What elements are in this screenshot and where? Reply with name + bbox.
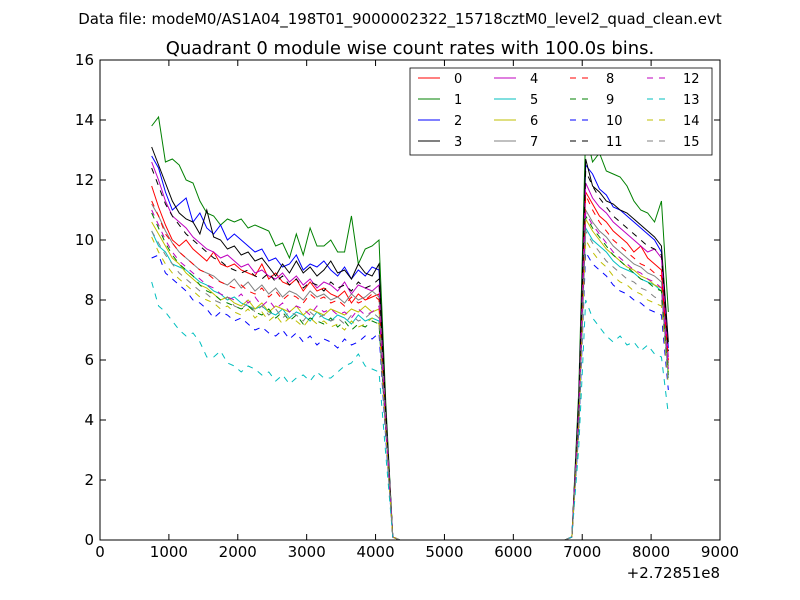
- legend-label-6: 6: [530, 114, 538, 129]
- x-tick-label: 1000: [150, 543, 188, 561]
- y-tick-label: 16: [75, 51, 94, 69]
- x-tick-label: 6000: [494, 543, 532, 561]
- legend-label-3: 3: [454, 135, 462, 150]
- x-tick-label: 4000: [356, 543, 394, 561]
- x-tick-label: 3000: [288, 543, 326, 561]
- x-offset-label: +2.72851e8: [627, 564, 720, 582]
- series-line-3: [151, 146, 669, 541]
- series-line-11: [151, 167, 669, 541]
- legend-label-4: 4: [530, 72, 538, 87]
- x-tick-label: 8000: [632, 543, 670, 561]
- x-tick-label: 7000: [563, 543, 601, 561]
- series-line-14: [151, 236, 669, 541]
- legend-label-15: 15: [683, 135, 700, 150]
- y-tick-label: 6: [84, 351, 94, 369]
- series-line-9: [151, 212, 669, 541]
- x-tick-label: 0: [95, 543, 105, 561]
- series-line-13: [151, 281, 669, 541]
- series-line-15: [151, 229, 669, 541]
- x-tick-label: 2000: [219, 543, 257, 561]
- legend-label-14: 14: [683, 114, 700, 129]
- series-line-10: [151, 250, 669, 541]
- x-tick-label: 9000: [701, 543, 739, 561]
- series-line-5: [151, 226, 669, 541]
- chart-title: Quadrant 0 module wise count rates with …: [166, 38, 655, 59]
- y-tick-label: 4: [84, 411, 94, 429]
- y-tick-label: 12: [75, 171, 94, 189]
- y-tick-label: 10: [75, 231, 94, 249]
- x-tick-label: 5000: [425, 543, 463, 561]
- plot-lines: [151, 115, 669, 541]
- y-tick-label: 8: [84, 291, 94, 309]
- y-tick-label: 0: [84, 531, 94, 549]
- suptitle: Data file: modeM0/AS1A04_198T01_90000023…: [78, 10, 722, 29]
- series-line-6: [151, 217, 669, 541]
- legend-label-11: 11: [606, 135, 623, 150]
- series-line-12: [151, 209, 669, 541]
- legend-label-1: 1: [454, 93, 462, 108]
- legend-label-7: 7: [530, 135, 538, 150]
- legend-label-0: 0: [454, 72, 462, 87]
- legend-label-2: 2: [454, 114, 462, 129]
- y-tick-label: 2: [84, 471, 94, 489]
- series-line-2: [151, 155, 669, 541]
- y-tick-label: 14: [75, 111, 94, 129]
- legend-label-5: 5: [530, 93, 538, 108]
- legend-label-13: 13: [683, 93, 700, 108]
- legend-label-8: 8: [606, 72, 614, 87]
- series-line-8: [151, 194, 669, 541]
- legend-label-10: 10: [606, 114, 623, 129]
- legend-label-9: 9: [606, 93, 614, 108]
- axis-ticks: 0 1000 2000 3000 4000 5000 6000 7000 8000 9000 0 2 4…: [75, 51, 739, 561]
- legend-label-12: 12: [683, 72, 700, 87]
- series-line-7: [151, 203, 669, 541]
